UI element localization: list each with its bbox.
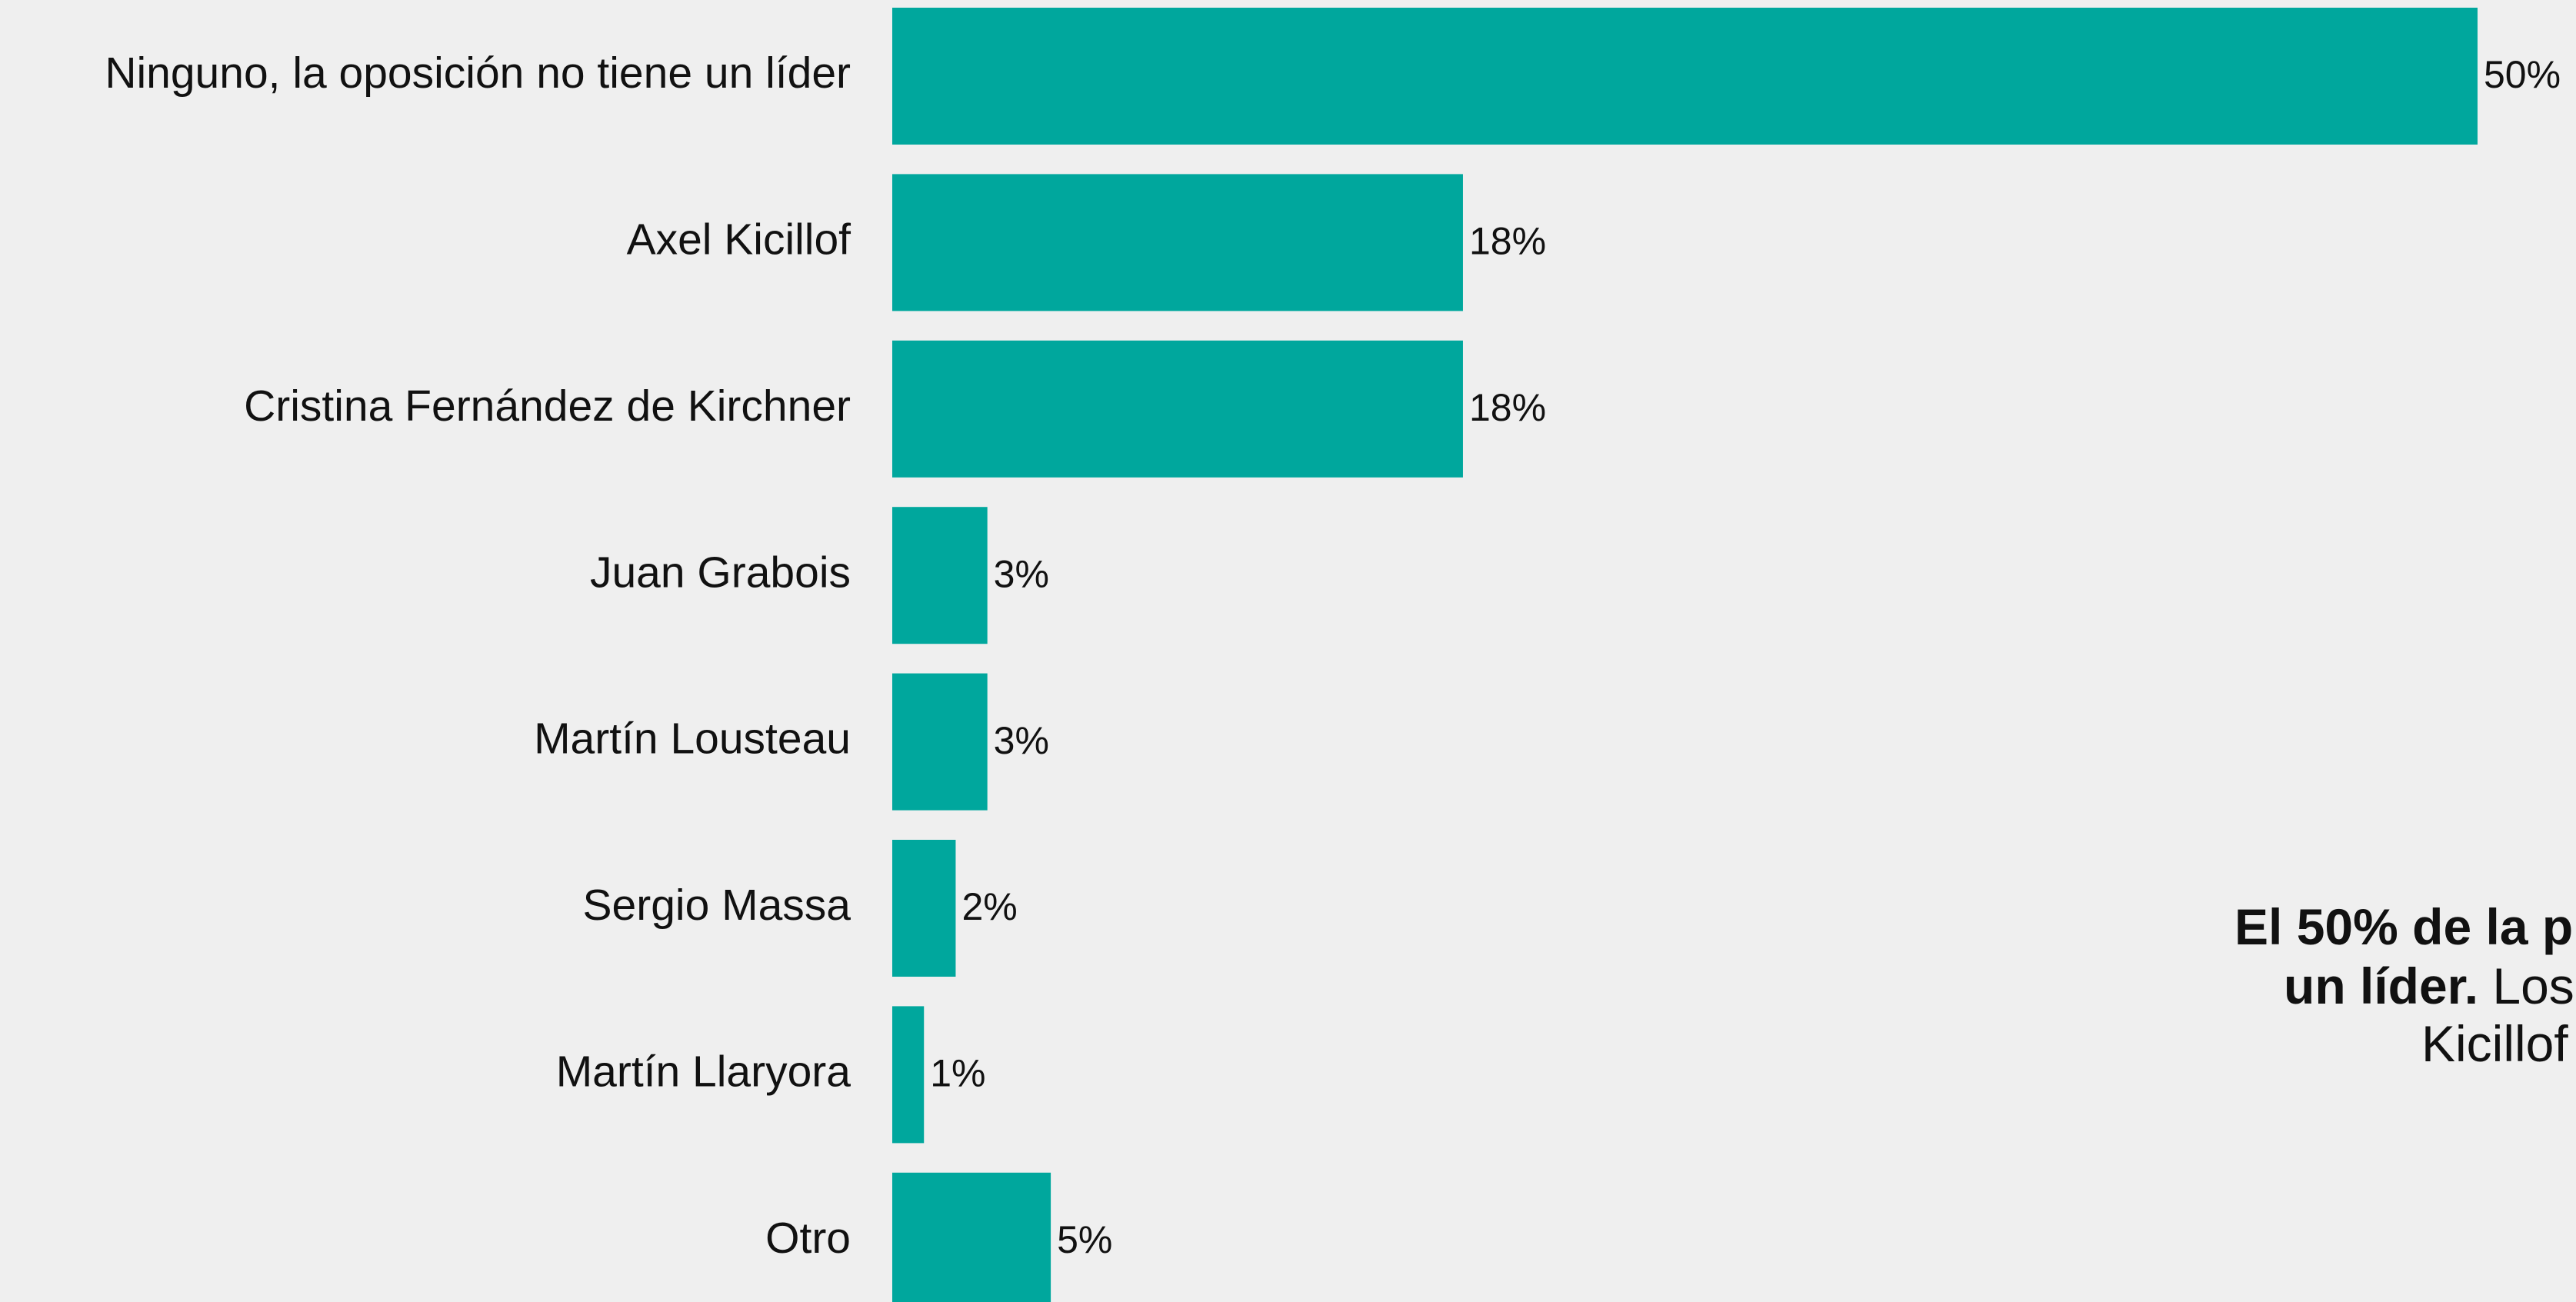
annotation-text: Los (2478, 957, 2574, 1014)
annotation-line: Kicillof (2421, 1015, 2568, 1072)
value-label: 18% (1469, 386, 1546, 429)
bar (892, 174, 1463, 311)
bar (892, 8, 2478, 145)
annotation-text: Kicillof (2421, 1015, 2568, 1072)
bar (892, 340, 1463, 478)
value-label: 3% (994, 552, 1049, 595)
annotation-text: un líder. (2284, 957, 2478, 1014)
value-label: 5% (1057, 1218, 1112, 1261)
category-label: Otro (765, 1214, 851, 1263)
bar (892, 1172, 1051, 1302)
category-label: Sergio Massa (583, 881, 851, 930)
category-label: Ninguno, la oposición no tiene un líder (105, 48, 851, 98)
annotation-text: El 50% de la p (2234, 898, 2573, 955)
bar (892, 507, 988, 644)
category-label: Martín Llaryora (556, 1047, 851, 1096)
value-label: 2% (961, 885, 1017, 928)
annotation-line: un líder. Los (2284, 957, 2574, 1014)
annotation-line: El 50% de la p (2234, 898, 2573, 955)
value-label: 18% (1469, 220, 1546, 263)
value-label: 1% (930, 1052, 985, 1095)
value-label: 3% (994, 719, 1049, 762)
category-label: Axel Kicillof (627, 215, 851, 264)
bar (892, 673, 988, 811)
bar (892, 840, 956, 977)
category-label: Juan Grabois (590, 548, 851, 597)
bar (892, 1006, 925, 1144)
category-label: Martín Lousteau (534, 714, 851, 764)
category-label: Cristina Fernández de Kirchner (244, 381, 851, 431)
value-label: 50% (2484, 53, 2561, 96)
